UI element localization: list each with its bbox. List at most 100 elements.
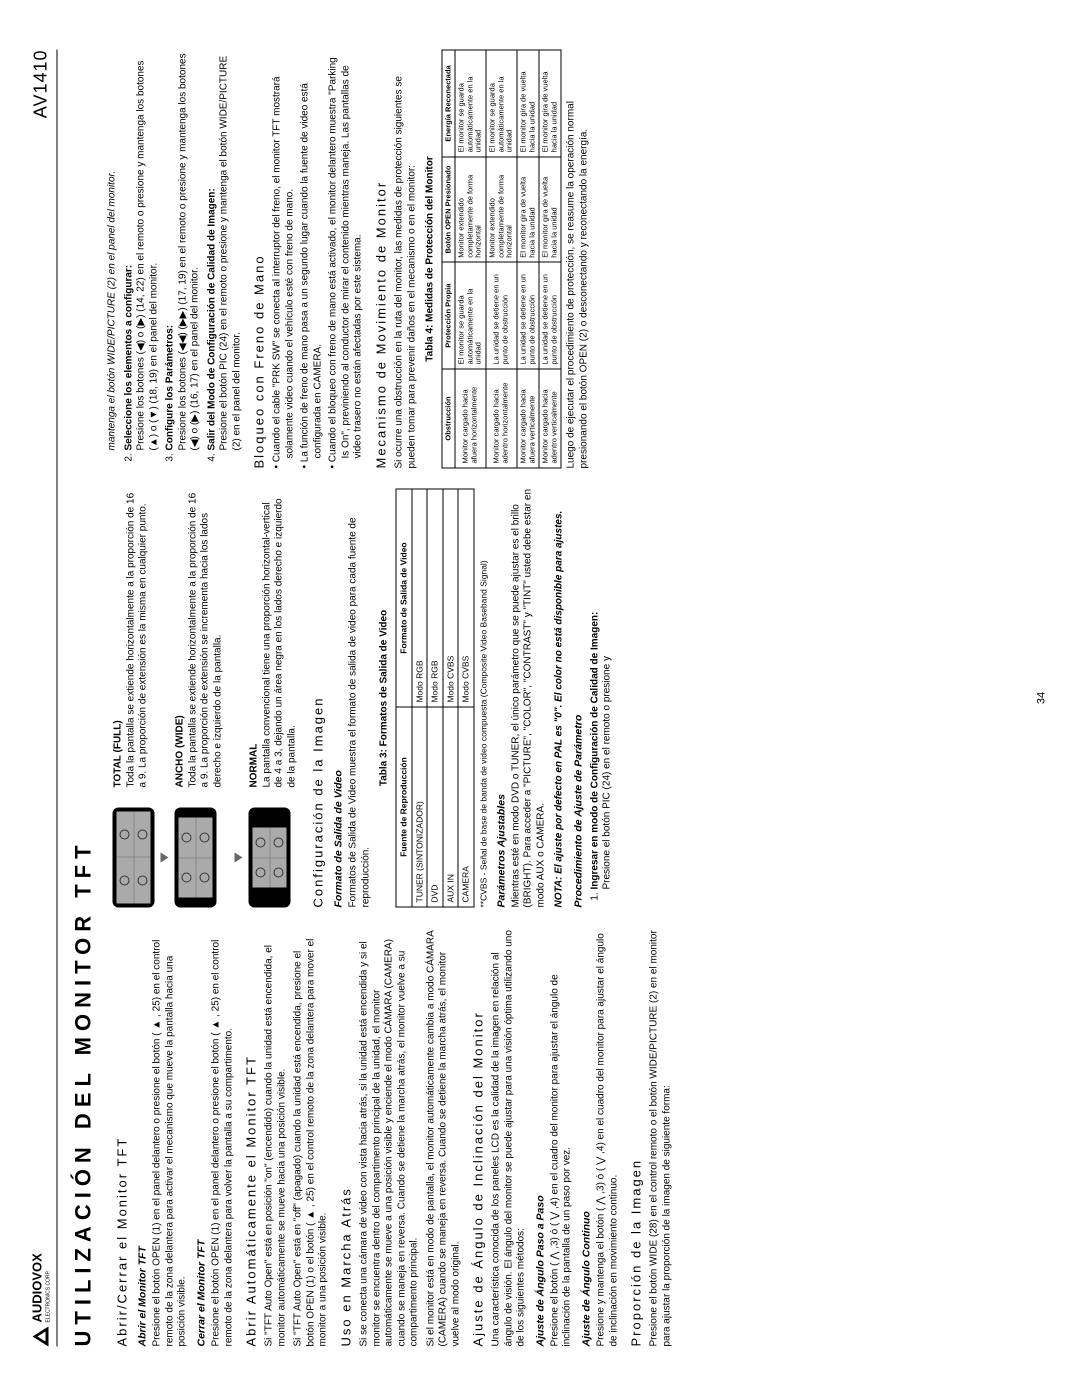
table-cell: El monitor se guarda automáticamente en … — [455, 262, 486, 369]
table-cell: Modo CVBS — [458, 489, 474, 707]
table-caption: Tabla 4: Medidas de Protección del Monit… — [425, 50, 438, 469]
table-cell: Modo RGB — [412, 489, 428, 707]
model-number: AV1410 — [30, 50, 53, 119]
body-text: Presione el botón OPEN (1) en el panel d… — [152, 928, 190, 1347]
table-cell: CAMERA — [458, 707, 474, 907]
list-item-heading: Seleccione los elementos a configurar: — [123, 265, 134, 451]
table-cell: TUNER (SINTONIZADOR) — [412, 707, 428, 907]
section-title: Abrir/Cerrar el Monitor TFT — [115, 928, 131, 1347]
page-title: UTILIZACIÓN DEL MONITOR TFT — [69, 50, 97, 1347]
body-text: Presione el botón WIDE (28) en el contro… — [649, 928, 674, 1347]
table-header: Botón OPEN Presionado — [442, 157, 456, 262]
video-format-table: Fuente de ReproducciónFormato de Salida … — [395, 489, 474, 908]
aspect-label: ANCHO (WIDE) — [175, 489, 188, 788]
body-text: Formatos de Salida de Video muestra el f… — [348, 489, 373, 908]
list-item-text: Presione los botones (◀◀) (▶▶) (17, 19) … — [177, 53, 201, 450]
body-text: Si "TFT Auto Open" está en posición "on"… — [264, 928, 289, 1347]
body-text: Presione el botón ( ⋀ ,3) ó ( ⋁ ,4) en e… — [549, 928, 574, 1347]
section-title: Proporción de la Imagen — [629, 928, 645, 1347]
body-text: La pantalla convencional tiene una propo… — [261, 489, 299, 788]
column-2: TOTAL (FULL) Toda la pantalla se extiend… — [107, 489, 1028, 908]
table-header: Obstrucción — [442, 369, 456, 468]
subsection-title: Cerrar el Monitor TFT — [195, 928, 208, 1347]
protection-table: Obstrucción Protección Propia Botón OPEN… — [441, 50, 562, 469]
aspect-label: TOTAL (FULL) — [113, 489, 126, 788]
subsection-title: Procedimiento de Ajuste de Parámetro — [572, 489, 585, 908]
list-item-heading: Salir del Modo de Configuración de Calid… — [206, 188, 217, 450]
body-text: Si se conecta una cámara de video con vi… — [359, 928, 422, 1347]
body-text: Si el monitor está en modo de pantalla, … — [425, 928, 463, 1347]
body-text: Una característica conocida de los panel… — [491, 928, 529, 1347]
aspect-full-diagram — [113, 798, 155, 908]
body-text: Luego de ejecutar el procedimiento de pr… — [566, 50, 591, 469]
table-cell: El monitor se guarda automáticamente en … — [486, 50, 517, 157]
body-text: Toda la pantalla se extiende horizontalm… — [125, 489, 150, 788]
body-text: mantenga el botón WIDE/PICTURE (2) en el… — [107, 50, 120, 451]
section-title: Configuración de la Imagen — [311, 489, 327, 908]
section-title: Uso en Marcha Atrás — [338, 928, 354, 1347]
table-cell: Monitor cargado hacia adentro horizontal… — [486, 369, 517, 468]
body-text: Presione el botón OPEN (1) en el panel d… — [211, 928, 236, 1347]
table-cell: DVD — [427, 707, 443, 907]
list-item: Configure los Parámetros: Presione los b… — [165, 50, 203, 451]
table-cell: Modo RGB — [427, 489, 443, 707]
section-title: Bloqueo con Freno de Mano — [252, 50, 268, 469]
list-item-heading: Configure los Parámetros: — [165, 325, 176, 451]
bullet-item: La función de freno de mano pasa a un se… — [300, 50, 325, 459]
note-text: NOTA: El ajuste por defecto en PAL es "0… — [554, 489, 567, 908]
arrow-down-icon — [235, 853, 243, 863]
arrow-down-icon — [161, 853, 169, 863]
table-cell: Monitor cargado hacia afuera verticalmen… — [517, 369, 539, 468]
subsection-title: Ajuste de Ángulo Continuo — [580, 928, 593, 1347]
subsection-title: Abrir el Monitor TFT — [137, 928, 150, 1347]
table-cell: Modo CVBS — [443, 489, 459, 707]
page-number: 34 — [1036, 50, 1050, 1347]
subsection-title: Formato de Salida de Video — [333, 489, 346, 908]
section-title: Ajuste de Ángulo de Inclinación del Moni… — [471, 928, 487, 1347]
table-cell: Monitor cargado hacia adentro verticalme… — [539, 369, 561, 468]
body-text: Si ocurre una obstrucción en la ruta del… — [394, 50, 419, 469]
brand-sub: ELECTRONICS CORP. — [46, 1253, 52, 1322]
table-cell: Monitor cargado hacia afuera horizontalm… — [455, 369, 486, 468]
column-1: Abrir/Cerrar el Monitor TFT Abrir el Mon… — [107, 928, 1028, 1347]
table-cell: La unidad se detiene en un punto de obst… — [517, 262, 539, 369]
table-cell: La unidad se detiene en un punto de obst… — [539, 262, 561, 369]
table-cell: Monitor extendido completamente de forma… — [486, 157, 517, 262]
table-cell: El monitor gira de vuelta hacia la unida… — [517, 50, 539, 157]
bullet-item: Cuando el bloqueo con freno de mano está… — [328, 50, 366, 459]
table-header: Fuente de Reproducción — [396, 707, 412, 907]
table-caption: Tabla 3: Formatos de Salida de Video — [379, 489, 392, 908]
table-footnote: **CVBS - Señal de base de banda de video… — [479, 489, 490, 908]
body-text: Presione y mantenga el botón ( ⋀ ,3) ó (… — [596, 928, 621, 1347]
table-cell: La unidad se detiene en un punto de obst… — [486, 262, 517, 369]
logo-triangle-icon — [33, 1327, 49, 1347]
body-text: Si "TFT Auto Open" está en "off" (apagad… — [293, 928, 331, 1347]
table-cell: El monitor gira de vuelta hacia la unida… — [517, 157, 539, 262]
body-text: Mientras esté en modo DVD o TUNER, el ún… — [510, 489, 548, 908]
table-cell: Monitor extendido completamente de forma… — [455, 157, 486, 262]
list-item: Seleccione los elementos a configurar: P… — [123, 50, 161, 451]
table-cell: El monitor gira de vuelta hacia la unida… — [539, 157, 561, 262]
table-header: Formato de Salida de Video — [396, 489, 412, 707]
subsection-title: Ajuste de Ángulo Paso a Paso — [534, 928, 547, 1347]
aspect-normal-diagram — [249, 798, 291, 908]
table-cell: El monitor se guarda automáticamente en … — [455, 50, 486, 157]
list-item-text: Presione los botones (◀) o (▶) (14, 22) … — [136, 60, 160, 450]
section-title: Mecanismo de Movimiento de Monitor — [373, 50, 389, 469]
aspect-label: NORMAL — [249, 489, 262, 788]
table-header: Energía Reconectada — [442, 50, 456, 157]
table-cell: El monitor gira de vuelta hacia la unida… — [539, 50, 561, 157]
bullet-item: Cuando el cable "PRK SW" se conecta al i… — [272, 50, 297, 459]
table-cell: AUX IN — [443, 707, 459, 907]
subsection-title: Parámetros Ajustables — [495, 489, 508, 908]
list-item-text: Presione el botón PIC (24) en el remoto … — [602, 656, 613, 889]
list-item-heading: Ingresar en modo de Configuración de Cal… — [589, 612, 600, 890]
section-title: Abrir Automáticamente el Monitor TFT — [244, 928, 260, 1347]
brand-name: AUDIOVOX — [30, 1253, 46, 1322]
column-3: mantenga el botón WIDE/PICTURE (2) en el… — [107, 50, 1028, 469]
list-item-text: Presione el botón PIC (24) en el remoto … — [219, 56, 243, 451]
aspect-wide-diagram — [175, 798, 217, 908]
page-header: AUDIOVOX ELECTRONICS CORP. AV1410 — [30, 50, 58, 1347]
list-item: Salir del Modo de Configuración de Calid… — [206, 50, 244, 451]
list-item: Ingresar en modo de Configuración de Cal… — [589, 489, 614, 890]
